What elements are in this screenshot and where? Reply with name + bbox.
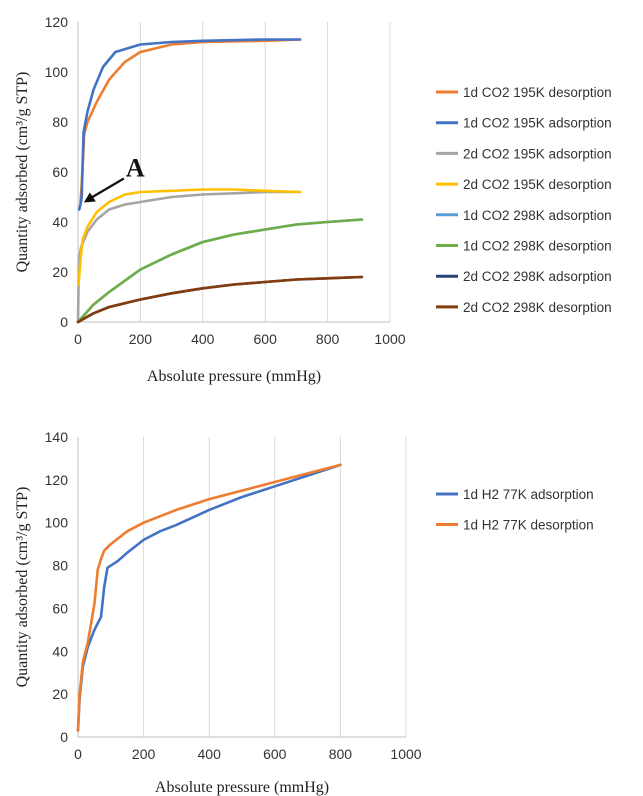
legend-entry: 2d CO2 195K desorption: [463, 177, 612, 192]
y-tick-label: 0: [60, 314, 68, 330]
x-tick-label: 800: [329, 746, 353, 762]
legend-entry: 2d CO2 298K desorption: [463, 300, 612, 315]
series-line-2d-co2-298k-desorption: [76, 275, 364, 324]
legend: 1d H2 77K adsorption 1d H2 77K desorption: [436, 487, 594, 533]
x-tick-label: 600: [254, 331, 278, 347]
x-tick-label: 800: [316, 331, 340, 347]
x-tick-label: 400: [198, 746, 222, 762]
x-tick-label: 400: [191, 331, 215, 347]
x-tick-label: 200: [132, 746, 156, 762]
y-axis-label: Quantity adsorbed (cm³/g STP): [14, 487, 31, 688]
y-tick-label: 120: [45, 14, 69, 30]
legend-entry: 1d CO2 298K desorption: [463, 239, 612, 254]
annotation-label: A: [126, 154, 145, 183]
legend: 1d CO2 195K desorption 1d CO2 195K adsorp…: [436, 85, 612, 315]
x-tick-label: 0: [74, 746, 82, 762]
y-tick-label: 20: [52, 686, 68, 702]
x-tick-label: 600: [263, 746, 287, 762]
annotation-arrowhead: [83, 192, 96, 203]
y-tick-label: 140: [45, 429, 69, 445]
y-tick-label: 80: [52, 114, 68, 130]
legend-entry: 2d CO2 298K adsorption: [463, 269, 612, 284]
x-tick-label: 1000: [390, 746, 421, 762]
x-tick-label: 0: [74, 331, 82, 347]
legend-entry: 1d CO2 195K desorption: [463, 85, 612, 100]
y-tick-label: 60: [52, 164, 68, 180]
series-line-1d-co2-195k-desorption: [79, 38, 302, 204]
series-line-1d-co2-298k-desorption: [76, 218, 364, 324]
chart-2: 0 200 400 600 800 1000 0 20 40 60 80 100 120 140 Absol…: [14, 429, 594, 796]
legend-entry: 1d H2 77K desorption: [463, 518, 594, 533]
x-tick-label: 200: [129, 331, 153, 347]
series-line-1d-co2-195k-adsorption: [77, 38, 302, 211]
y-tick-label: 0: [60, 729, 68, 745]
y-tick-label: 80: [52, 558, 68, 574]
y-tick-label: 120: [45, 472, 69, 488]
legend-entry: 1d CO2 195K adsorption: [463, 116, 612, 131]
annotation-arrow: [89, 177, 125, 200]
series-line-1d-h2-77k-desorption: [76, 463, 342, 732]
legend-entry: 2d CO2 195K adsorption: [463, 146, 612, 161]
y-tick-label: 40: [52, 643, 68, 659]
x-axis-label: Absolute pressure (mmHg): [155, 779, 329, 796]
chart-1: 0 200 400 600 800 1000 0 20 40 60 80 100 120 Absolute…: [14, 14, 612, 385]
series-line-2d-co2-195k-desorption: [77, 188, 302, 286]
y-tick-label: 100: [45, 515, 69, 531]
y-axis-label: Quantity adsorbed (cm³/g STP): [14, 72, 31, 273]
y-tick-label: 60: [52, 600, 68, 616]
series-line-1d-co2-298k-adsorption: [76, 218, 364, 324]
x-tick-label: 1000: [374, 331, 405, 347]
legend-entry: 1d H2 77K adsorption: [463, 487, 594, 502]
y-tick-label: 20: [52, 264, 68, 280]
x-axis-label: Absolute pressure (mmHg): [147, 368, 321, 385]
y-tick-label: 100: [45, 64, 69, 80]
series-line-2d-co2-195k-adsorption: [76, 190, 302, 324]
y-tick-label: 40: [52, 214, 68, 230]
legend-entry: 1d CO2 298K adsorption: [463, 208, 612, 223]
